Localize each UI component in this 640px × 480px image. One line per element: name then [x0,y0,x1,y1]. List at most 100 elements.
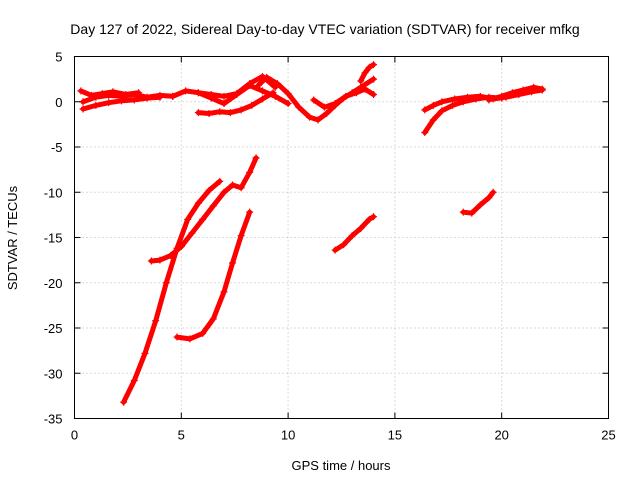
data-point [209,315,217,323]
data-point [348,232,356,240]
series-sat-p [331,213,378,254]
data-point [357,224,365,232]
data-point [216,177,224,185]
data-point [220,288,228,296]
data-point [122,91,130,99]
x-tick-label: 0 [71,428,78,443]
y-tick-label: -20 [44,276,63,291]
data-point [226,109,234,117]
data-point [156,93,164,101]
data-point [365,63,373,71]
data-point [237,232,245,240]
data-point [229,259,237,267]
data-point [141,349,149,357]
data-point [152,317,160,325]
data-point [162,279,170,287]
y-tick-label: 0 [55,95,62,110]
data-point [365,215,373,223]
data-point [246,168,254,176]
series-sat-q [459,188,497,217]
data-point [254,81,262,89]
series-sat-m [120,177,224,406]
data-point [167,252,175,260]
data-point [252,154,260,162]
data-point [177,243,185,251]
series-line [148,155,259,264]
data-point [194,199,202,207]
data-point [476,201,484,209]
data-point [305,113,313,121]
data-point [314,116,322,124]
data-point [508,89,516,97]
data-point [77,87,85,95]
data-point [468,209,476,217]
data-point [310,96,318,104]
data-point [188,229,196,237]
data-point [342,92,350,100]
data-point [498,92,506,100]
data-point [331,100,339,108]
data-point [421,129,429,137]
data-point [98,90,106,98]
data-point [194,109,202,117]
data-point [246,208,254,216]
data-point [263,73,271,81]
data-point [143,94,151,102]
data-point [438,107,446,115]
data-point [485,194,493,202]
data-point [147,257,155,265]
x-tick-label: 15 [388,428,402,443]
y-tick-label: -35 [44,412,63,427]
data-series [77,61,546,406]
axis-ticks: 0 5 10 15 20 25 5 0 -5 -10 -15 -20 -25 -30 -35 [44,50,616,443]
series-line [121,178,223,405]
data-point [258,87,266,95]
data-point [530,83,538,91]
series-line [174,209,253,342]
data-point [331,246,339,254]
series-sat-l [485,83,546,104]
y-tick-label: 5 [55,50,62,65]
data-point [323,110,331,118]
data-point [194,89,202,97]
data-point [485,96,493,104]
chart-title: Day 127 of 2022, Sidereal Day-to-day VTE… [70,21,579,37]
data-point [284,90,292,98]
data-point [237,184,245,192]
data-point [220,188,228,196]
data-point [357,77,365,85]
data-point [109,88,117,96]
data-point [476,92,484,100]
data-point [273,80,281,88]
data-point [429,116,437,124]
data-point [182,87,190,95]
data-point [173,333,181,341]
series-sat-c [77,87,143,99]
data-point [248,101,256,109]
y-tick-label: -5 [51,140,63,155]
series-line [358,62,376,84]
data-point [269,89,277,97]
data-point [438,98,446,106]
data-point [361,85,369,93]
data-point [352,89,360,97]
series-sat-i [357,61,378,85]
data-point [130,376,138,384]
y-tick-label: -25 [44,321,63,336]
x-axis-label: GPS time / hours [292,458,391,473]
data-point [79,105,87,113]
y-tick-label: -30 [44,366,63,381]
data-point [489,188,497,196]
data-point [135,89,143,97]
data-point [320,103,328,111]
data-point [271,92,279,100]
data-point [117,97,125,105]
data-point [207,94,215,102]
data-point [370,213,378,221]
data-point [538,85,546,93]
data-point [519,86,527,94]
x-tick-label: 25 [601,428,615,443]
data-point [205,110,213,118]
data-point [199,329,207,337]
